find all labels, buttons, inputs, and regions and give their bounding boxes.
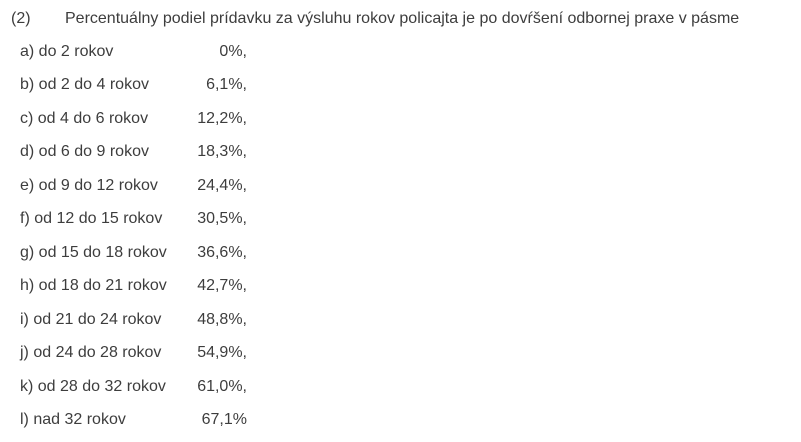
service-range-label: e) od 9 do 12 rokov bbox=[20, 176, 158, 194]
service-range-label: j) od 24 do 28 rokov bbox=[20, 344, 162, 362]
service-range-label: a) do 2 rokov bbox=[20, 42, 114, 60]
percentage-value: 0%, bbox=[219, 42, 247, 60]
service-range-label: k) od 28 do 32 rokov bbox=[20, 377, 166, 395]
table-row: l) nad 32 rokov 67,1% bbox=[20, 404, 247, 438]
percentage-value: 48,8%, bbox=[197, 310, 247, 328]
percentage-value: 67,1% bbox=[201, 411, 247, 429]
table-row: k) od 28 do 32 rokov 61,0%, bbox=[20, 370, 247, 404]
percentage-value: 12,2%, bbox=[197, 109, 247, 127]
percentage-value: 18,3%, bbox=[197, 143, 247, 161]
table-row: c) od 4 do 6 rokov 12,2%, bbox=[20, 102, 247, 136]
paragraph-text: Percentuálny podiel prídavku za výsluhu … bbox=[65, 10, 740, 27]
service-range-label: b) od 2 do 4 rokov bbox=[20, 76, 149, 94]
service-range-label: g) od 15 do 18 rokov bbox=[20, 243, 167, 261]
service-range-label: h) od 18 do 21 rokov bbox=[20, 277, 167, 295]
service-range-label: i) od 21 do 24 rokov bbox=[20, 310, 162, 328]
percentage-value: 54,9%, bbox=[197, 344, 247, 362]
table-row: f) od 12 do 15 rokov 30,5%, bbox=[20, 203, 247, 237]
table-row: b) od 2 do 4 rokov 6,1%, bbox=[20, 69, 247, 103]
service-range-label: f) od 12 do 15 rokov bbox=[20, 210, 163, 228]
percentage-value: 36,6%, bbox=[197, 243, 247, 261]
table-row: a) do 2 rokov 0%, bbox=[20, 35, 247, 69]
paragraph: (2) Percentuálny podiel prídavku za výslu… bbox=[0, 0, 801, 29]
table-row: i) od 21 do 24 rokov 48,8%, bbox=[20, 303, 247, 337]
table-row: g) od 15 do 18 rokov 36,6%, bbox=[20, 236, 247, 270]
table-row: h) od 18 do 21 rokov 42,7%, bbox=[20, 270, 247, 304]
service-range-label: l) nad 32 rokov bbox=[20, 411, 126, 429]
service-range-label: d) od 6 do 9 rokov bbox=[20, 143, 149, 161]
percentage-value: 61,0%, bbox=[197, 377, 247, 395]
allowance-table: a) do 2 rokov 0%, b) od 2 do 4 rokov 6,1… bbox=[20, 35, 247, 437]
table-row: j) od 24 do 28 rokov 54,9%, bbox=[20, 337, 247, 371]
table-row: d) od 6 do 9 rokov 18,3%, bbox=[20, 136, 247, 170]
percentage-value: 42,7%, bbox=[197, 277, 247, 295]
table-row: e) od 9 do 12 rokov 24,4%, bbox=[20, 169, 247, 203]
percentage-value: 30,5%, bbox=[197, 210, 247, 228]
service-range-label: c) od 4 do 6 rokov bbox=[20, 109, 149, 127]
paragraph-number: (2) bbox=[11, 10, 31, 27]
percentage-value: 6,1%, bbox=[206, 76, 247, 94]
percentage-value: 24,4%, bbox=[197, 176, 247, 194]
